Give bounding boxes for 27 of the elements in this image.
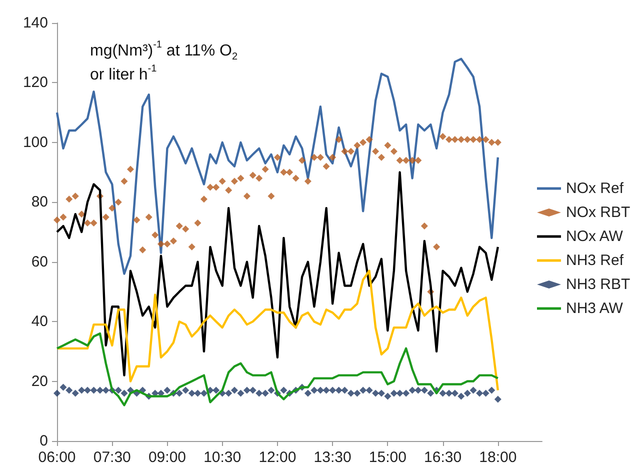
legend-label: NOx AW [566, 228, 624, 245]
y-tick-label: 0 [40, 432, 48, 450]
line-series [56, 171, 500, 376]
legend-label: NH3 RBT [566, 276, 630, 293]
y-tick-label: 100 [22, 134, 48, 151]
legend-label: NOx RBT [566, 204, 630, 221]
y-tick-label: 60 [31, 253, 48, 270]
x-tick-label: 09:00 [148, 449, 186, 466]
x-tick-label: 06:00 [38, 449, 76, 466]
x-tick-label: 16:30 [424, 449, 462, 466]
x-tick-label: 10:30 [204, 449, 242, 466]
x-tick-label: 18:00 [479, 449, 517, 466]
x-tick-label: 12:00 [258, 449, 296, 466]
legend-label: NH3 Ref [566, 252, 624, 269]
line-series [56, 270, 500, 392]
line-series [56, 58, 500, 275]
x-tick-label: 07:30 [93, 449, 131, 466]
y-tick-label: 20 [31, 372, 48, 390]
line-series [56, 332, 500, 406]
x-tick-label: 13:30 [314, 449, 352, 466]
y-tick-label: 120 [22, 74, 48, 92]
y-tick-label: 140 [22, 14, 48, 32]
legend-label: NOx Ref [566, 180, 624, 197]
y-tick-label: 80 [31, 194, 48, 211]
y-tick-label: 40 [31, 313, 48, 330]
x-tick-label: 15:00 [368, 449, 406, 466]
legend-label: NH3 AW [566, 300, 624, 317]
